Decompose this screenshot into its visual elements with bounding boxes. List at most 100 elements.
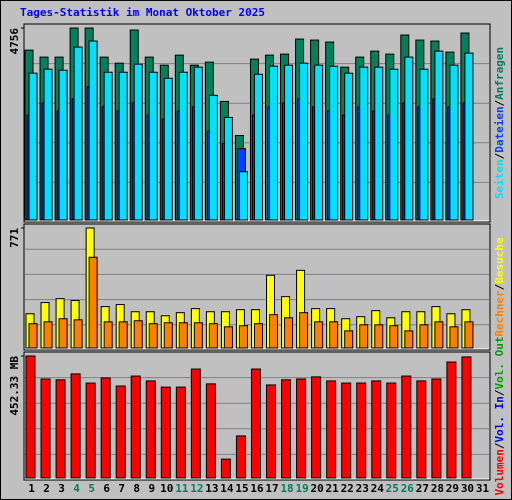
x-tick-label: 19 — [295, 482, 308, 495]
bar — [419, 68, 429, 221]
bar — [133, 63, 143, 221]
bar — [401, 375, 412, 479]
x-tick-label: 20 — [311, 482, 324, 495]
legend-entry: Besuche — [493, 237, 506, 284]
bar — [374, 66, 384, 221]
legend-entry: Rechner — [493, 290, 506, 337]
bar — [269, 65, 279, 221]
x-tick-label: 25 — [386, 482, 399, 495]
bar — [28, 323, 38, 349]
bar — [253, 73, 263, 221]
bar — [115, 385, 126, 479]
bar — [58, 69, 68, 221]
legend-separator: / — [493, 283, 506, 290]
legend: Rechner/Besuche — [493, 237, 506, 337]
y-tick-label: 771 — [8, 228, 21, 248]
bar — [329, 321, 339, 349]
bar — [43, 321, 53, 349]
legend-separator: / — [493, 389, 506, 396]
x-tick-label: 13 — [205, 482, 218, 495]
bar — [250, 368, 261, 479]
bar — [103, 71, 113, 221]
bar — [253, 323, 263, 349]
legend-entry: Dateien — [493, 106, 506, 152]
bar — [359, 66, 369, 221]
x-tick-label: 22 — [341, 482, 354, 495]
bar — [266, 384, 277, 479]
x-tick-label: 26 — [401, 482, 415, 495]
bar — [88, 256, 98, 349]
bar — [464, 321, 474, 349]
x-tick-label: 31 — [476, 482, 490, 495]
bar — [85, 382, 96, 479]
bar — [25, 355, 36, 479]
bar — [461, 356, 472, 479]
x-tick-label: 6 — [103, 482, 110, 495]
x-tick-label: 21 — [326, 482, 340, 495]
bar — [404, 330, 414, 349]
x-tick-label: 9 — [148, 482, 155, 495]
bar — [434, 321, 444, 349]
legend: Volumen/Vol. In/Vol. Out — [493, 337, 506, 496]
bar — [118, 71, 128, 221]
bar — [404, 56, 414, 221]
bar — [284, 317, 294, 349]
bar — [389, 68, 399, 221]
x-tick-label: 1 — [28, 482, 35, 495]
x-tick-label: 28 — [431, 482, 444, 495]
bar — [193, 66, 203, 221]
x-tick-label: 29 — [446, 482, 459, 495]
bar — [344, 72, 354, 221]
bar — [175, 386, 186, 479]
bar — [28, 72, 38, 221]
bar — [299, 312, 309, 349]
legend-separator: / — [493, 442, 506, 449]
bar — [208, 323, 218, 349]
x-tick-label: 30 — [461, 482, 474, 495]
legend-entry: Vol. In — [493, 396, 506, 442]
legend-entry: Vol. Out — [493, 337, 506, 390]
x-tick-label: 5 — [88, 482, 95, 495]
bar — [145, 380, 156, 479]
bar — [148, 71, 158, 221]
bar — [43, 68, 53, 221]
bar — [314, 64, 324, 221]
x-tick-label: 8 — [133, 482, 140, 495]
bar — [238, 171, 248, 221]
bar — [163, 322, 173, 349]
bar — [100, 377, 111, 479]
bar — [269, 314, 279, 349]
bar — [449, 64, 459, 221]
bar — [311, 376, 322, 479]
bar — [419, 324, 429, 349]
bar — [449, 326, 459, 349]
bar — [238, 325, 248, 349]
bar — [284, 64, 294, 221]
x-tick-label: 12 — [190, 482, 203, 495]
y-tick-label: 452.33 MB — [8, 356, 21, 416]
bar — [193, 322, 203, 349]
x-tick-label: 4 — [73, 482, 80, 495]
bar — [344, 330, 354, 349]
bar — [235, 435, 246, 479]
legend: Seiten/Dateien/Anfragen — [493, 47, 506, 199]
bar — [148, 323, 158, 349]
bar — [73, 319, 83, 349]
bar — [130, 375, 141, 479]
bar — [296, 378, 307, 479]
x-tick-label: 7 — [118, 482, 125, 495]
bar — [223, 326, 233, 349]
x-tick-label: 16 — [250, 482, 264, 495]
legend-entry: Seiten — [493, 159, 506, 199]
bar — [389, 325, 399, 349]
bar — [55, 379, 66, 479]
x-tick-label: 24 — [371, 482, 385, 495]
bar — [326, 380, 337, 479]
bar — [416, 380, 427, 479]
bar — [133, 320, 143, 349]
bar — [103, 321, 113, 349]
bar — [73, 46, 83, 221]
legend-separator: / — [493, 99, 506, 106]
bar — [220, 458, 231, 479]
